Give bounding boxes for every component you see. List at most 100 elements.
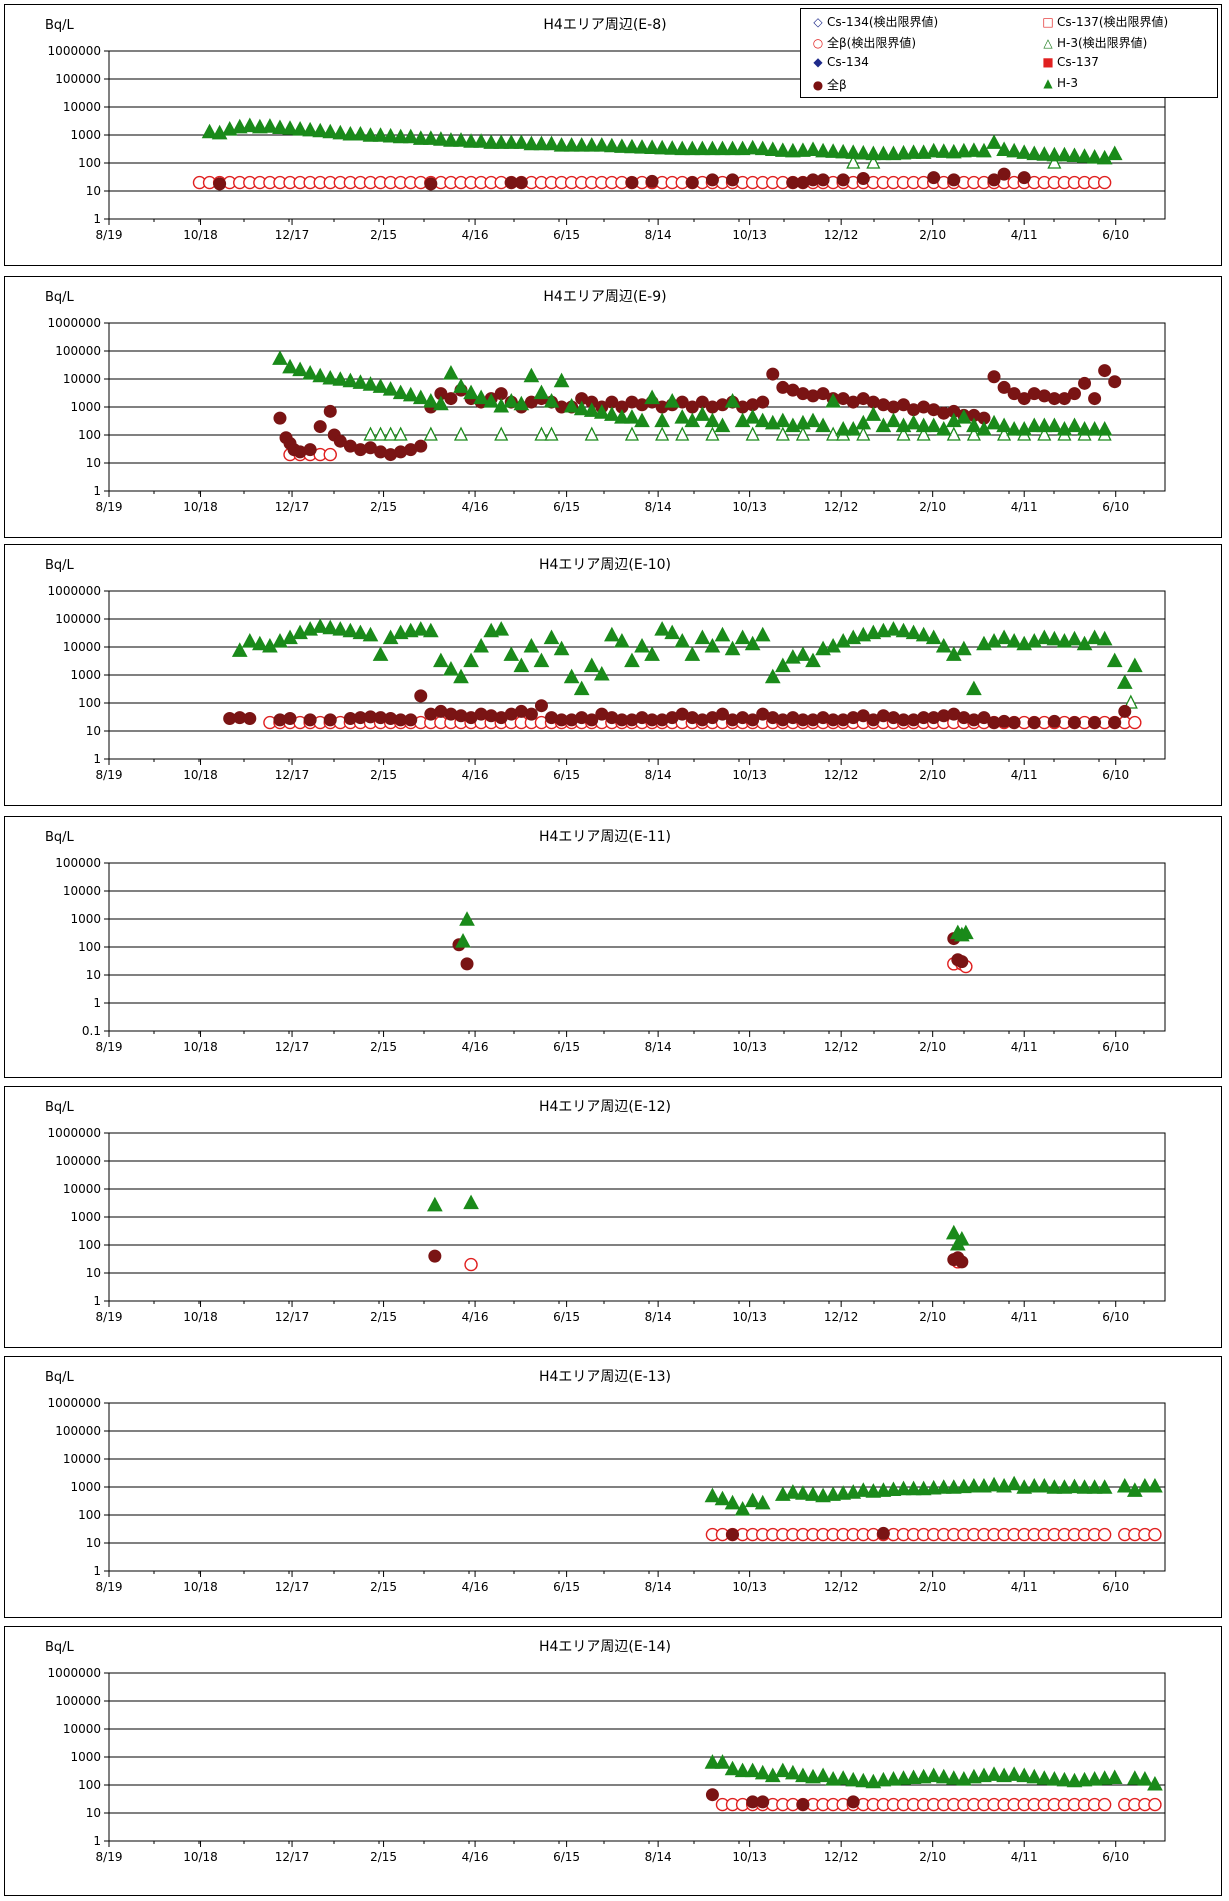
- beta-detection-limit-marker: [1097, 1797, 1112, 1812]
- h3-marker: [835, 421, 852, 436]
- beta-marker: [746, 713, 760, 727]
- legend-item-beta-dl: ○ 全β(検出限界値): [811, 34, 916, 51]
- y-tick-label: 1: [93, 484, 101, 498]
- h3-marker: [1086, 1771, 1103, 1786]
- h3-marker: [945, 1224, 962, 1240]
- triangle-filled-icon: ▲: [1043, 76, 1053, 90]
- h3-marker: [201, 123, 218, 139]
- x-tick-label: 6/15: [553, 228, 580, 242]
- x-tick-label: 2/10: [919, 1580, 946, 1594]
- h3-detection-limit-marker: [1123, 694, 1138, 709]
- beta-marker: [685, 176, 699, 190]
- h3-marker: [262, 118, 278, 133]
- h3-marker: [744, 1762, 761, 1778]
- h3-marker: [493, 621, 510, 636]
- chart-title: H4エリア周辺(E-8): [543, 17, 666, 33]
- x-tick-label: 8/19: [96, 1850, 123, 1864]
- h3-marker: [1096, 421, 1113, 436]
- h3-marker: [855, 414, 872, 430]
- h3-marker: [1076, 1479, 1093, 1494]
- y-tick-label: 10000: [63, 1182, 101, 1196]
- h3-marker: [634, 412, 650, 428]
- beta-marker: [796, 1798, 810, 1812]
- h3-marker: [543, 629, 560, 645]
- h3-marker: [332, 124, 349, 140]
- h3-marker: [925, 629, 942, 645]
- beta-marker: [645, 174, 659, 188]
- beta-detection-limit-marker: [1128, 715, 1142, 730]
- h3-marker: [795, 142, 811, 157]
- x-tick-label: 10/13: [732, 768, 767, 782]
- h3-marker: [1016, 1767, 1033, 1783]
- beta-marker: [1078, 376, 1092, 390]
- beta-marker: [987, 173, 1001, 187]
- y-tick-label: 10: [86, 1266, 101, 1280]
- h3-marker: [1016, 144, 1033, 159]
- h3-marker: [604, 406, 620, 421]
- beta-marker: [1017, 171, 1031, 185]
- x-tick-label: 12/12: [824, 228, 859, 242]
- h3-marker: [513, 657, 530, 673]
- h3-marker: [543, 393, 560, 408]
- h3-marker: [1006, 1475, 1022, 1491]
- plot-area: [108, 862, 1166, 1032]
- h3-marker: [885, 1771, 902, 1786]
- h3-marker: [905, 624, 922, 640]
- x-tick-label: 8/19: [96, 768, 123, 782]
- h3-marker: [473, 637, 489, 653]
- h3-marker: [241, 633, 258, 648]
- y-tick-label: 100: [78, 428, 101, 442]
- h3-marker: [694, 629, 711, 645]
- h3-marker: [211, 124, 228, 140]
- x-tick-label: 6/15: [553, 1580, 580, 1594]
- beta-marker: [997, 380, 1011, 394]
- h3-marker: [614, 138, 630, 153]
- y-tick-label: 1000: [70, 1480, 101, 1494]
- h3-marker: [855, 1482, 872, 1497]
- y-tick-label: 1000: [70, 1210, 101, 1224]
- beta-marker: [756, 1795, 770, 1809]
- h3-detection-limit-marker: [705, 426, 720, 441]
- h3-marker: [553, 137, 570, 152]
- h3-marker: [543, 135, 560, 151]
- h3-marker: [1006, 1766, 1022, 1781]
- h3-marker: [362, 626, 379, 642]
- y-tick-label: 10: [86, 724, 101, 738]
- h3-marker: [443, 365, 459, 380]
- y-tick-label: 10000: [63, 100, 101, 114]
- y-tick-label: 1000: [70, 912, 101, 926]
- h3-marker: [785, 1764, 801, 1780]
- chart-title: H4エリア周辺(E-12): [539, 1099, 671, 1115]
- h3-marker: [644, 389, 660, 405]
- h3-marker: [795, 1767, 811, 1783]
- h3-marker: [986, 1766, 1002, 1781]
- beta-marker: [424, 177, 438, 191]
- h3-marker: [754, 626, 771, 642]
- h3-detection-limit-marker: [1037, 426, 1052, 441]
- legend-label: H-3: [1057, 76, 1078, 90]
- plot-area: [108, 1672, 1166, 1842]
- h3-marker: [835, 143, 852, 159]
- h3-marker: [704, 140, 721, 156]
- h3-marker: [754, 1764, 771, 1780]
- h3-marker: [493, 134, 510, 149]
- h3-marker: [654, 621, 670, 636]
- x-tick-label: 10/13: [732, 1310, 767, 1324]
- x-tick-label: 2/10: [919, 1040, 946, 1054]
- x-tick-label: 10/13: [732, 228, 767, 242]
- chart-svg: H4エリア周辺(E-12) Bq/L 1 10 100 1000 10000 100000 10…: [45, 1099, 1166, 1324]
- h3-marker: [231, 642, 248, 657]
- h3-marker: [573, 400, 590, 416]
- h3-marker: [1066, 1478, 1083, 1494]
- h3-marker: [664, 140, 681, 155]
- beta-marker: [1098, 364, 1112, 378]
- h3-marker: [402, 128, 419, 144]
- h3-marker: [1126, 657, 1143, 673]
- x-tick-label: 4/16: [462, 1310, 489, 1324]
- h3-marker: [433, 395, 449, 411]
- h3-marker: [915, 626, 932, 642]
- x-tick-label: 6/15: [553, 1850, 580, 1864]
- x-tick-label: 8/14: [645, 768, 672, 782]
- y-tick-label: 1000000: [48, 584, 101, 598]
- y-tick-label: 100: [78, 940, 101, 954]
